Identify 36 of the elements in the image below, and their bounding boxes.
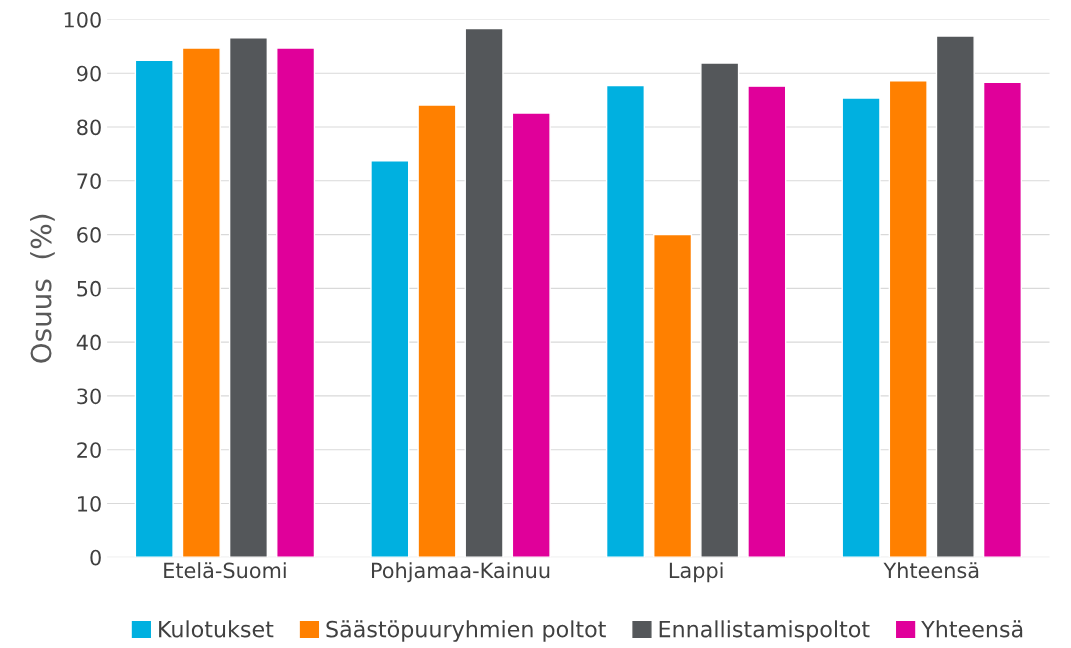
legend-label: Kulotukset [159,620,274,638]
y-tick-label: 50 [77,280,101,297]
bar [700,62,740,558]
y-tick-label: 0 [90,549,101,566]
bar [511,112,551,558]
y-tick-label: 80 [77,119,101,136]
y-tick-label: 10 [78,495,101,512]
bar [276,47,316,558]
y-tick-label: 90 [77,65,101,82]
bar [841,97,881,558]
bar [417,104,457,558]
bar [982,81,1023,558]
legend-label: Säästöpuuryhmien poltot [326,620,606,642]
bar [370,160,410,558]
bar [888,80,928,558]
legend-label: Ennallistamispoltot [659,620,870,642]
bar [935,35,975,558]
x-tick-label: Etelä-Suomi [164,562,286,579]
bar [228,37,269,558]
x-tick-label: Yhteensä [883,562,979,579]
legend-label: Yhteensä [921,620,1023,638]
y-tick-label: 100 [64,11,101,28]
x-tick-label: Pohjamaa-Kainuu [372,562,550,583]
y-tick-label: 30 [77,388,101,405]
bar [747,85,787,558]
bar [181,47,221,558]
y-tick-label: 70 [77,173,101,189]
bar [653,233,693,558]
y-tick-label: 40 [76,334,101,351]
y-axis-title: Osuus (%) [30,214,55,363]
bar [134,59,174,558]
y-tick-label: 20 [77,442,101,458]
bar [464,27,504,558]
bar [605,84,646,558]
x-tick-label: Lappi [669,562,723,583]
y-tick-label: 60 [77,227,101,243]
